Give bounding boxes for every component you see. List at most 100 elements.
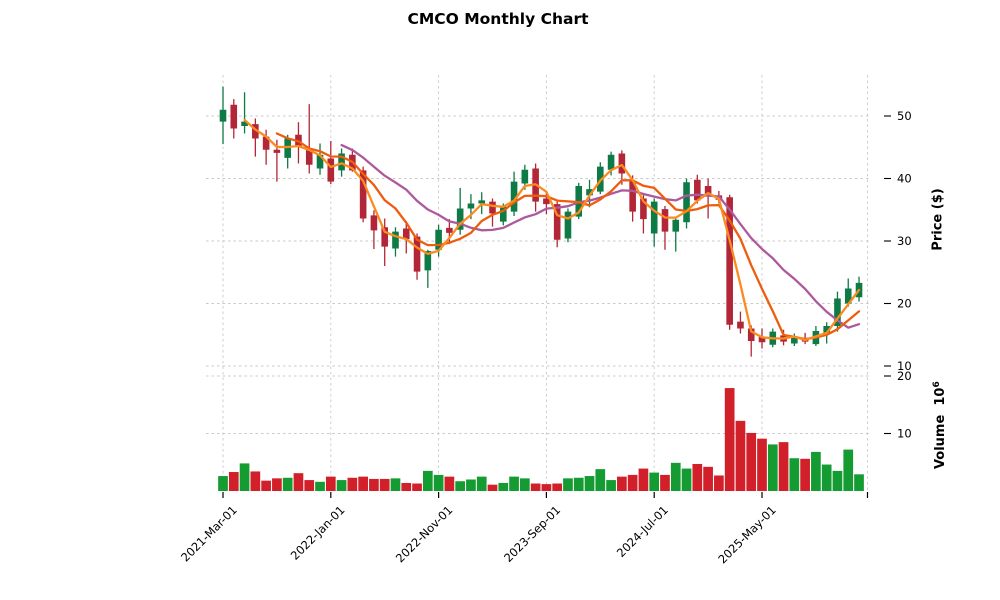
candle-body	[640, 198, 647, 220]
candle-body	[844, 288, 852, 304]
volume-bar	[800, 458, 810, 491]
candle-body	[650, 201, 658, 234]
volume-bar	[487, 484, 498, 491]
candle-body	[683, 182, 690, 223]
candles	[219, 86, 863, 357]
candle-body	[392, 231, 399, 249]
candle-body	[510, 181, 518, 212]
volume-bar	[843, 449, 854, 491]
volume-bar	[638, 468, 649, 491]
candle-body	[553, 204, 561, 240]
volume-bar	[767, 444, 778, 491]
ma-line-12	[340, 143, 861, 329]
candle-body	[791, 336, 798, 344]
price-tick-label: 10	[897, 359, 912, 373]
volume-scale-exponent: 6	[931, 381, 942, 388]
candle-body	[586, 189, 593, 196]
volume-bar	[390, 478, 401, 491]
candle-body	[370, 215, 378, 231]
candle-body	[316, 154, 324, 169]
date-tick-label: 2022-Jan-01	[288, 503, 348, 563]
volume-bar	[584, 476, 595, 491]
volume-bar	[681, 468, 692, 491]
volume-bar	[466, 479, 476, 491]
candle-body	[381, 227, 388, 247]
candle-body	[327, 158, 335, 182]
candle-body	[543, 198, 550, 205]
volume-bar	[315, 481, 325, 491]
volume-bar	[476, 476, 487, 491]
price-tick-label: 20	[897, 297, 912, 311]
volume-bar	[422, 470, 433, 491]
x-axis: 2021-Mar-01 2022-Jan-01 2022-Nov-01 2023-Se…	[178, 492, 869, 566]
volume-bar	[811, 451, 821, 491]
candle-body	[694, 179, 701, 201]
volume-bar	[617, 476, 627, 491]
volume-bar	[714, 475, 724, 491]
candle-body	[284, 138, 291, 158]
candle-body	[446, 227, 453, 233]
volume-bar	[379, 478, 390, 491]
candle-body	[359, 170, 367, 219]
volume-bar	[261, 480, 271, 491]
volume-bar	[778, 442, 789, 491]
candle-body	[607, 154, 615, 170]
volume-bar	[519, 478, 530, 491]
volume-bar	[541, 484, 552, 491]
volume-bar	[670, 462, 681, 491]
volume-bar	[455, 481, 466, 491]
volume-bar	[649, 472, 660, 491]
volume-bar	[573, 477, 584, 491]
candle-body	[305, 148, 313, 165]
volume-bar	[563, 478, 573, 491]
candle-body	[402, 228, 410, 240]
volume-bar	[444, 476, 455, 491]
candle-body	[629, 181, 636, 212]
volume-bar	[832, 470, 843, 491]
candle-body	[338, 153, 345, 171]
moving-average-lines	[243, 118, 861, 342]
volume-bar	[498, 482, 509, 491]
candle-body	[489, 201, 496, 214]
volume-bar	[347, 477, 358, 491]
candle-body	[435, 229, 442, 250]
candle-body	[672, 219, 680, 232]
gridlines	[206, 75, 869, 491]
price-axis-label: Price ($)	[930, 188, 946, 251]
date-tick-label: 2023-Sep-01	[501, 503, 563, 565]
price-tick-label: 50	[897, 109, 912, 123]
volume-bar	[735, 420, 746, 491]
candle-body	[726, 197, 733, 325]
candle-body	[823, 326, 830, 333]
candle-body	[661, 209, 669, 232]
volume-bar	[660, 474, 670, 491]
volume-tick-label: 10	[897, 427, 912, 441]
candle-body	[478, 200, 486, 204]
candle-body	[273, 149, 281, 153]
volume-bar	[325, 476, 336, 491]
volume-bar	[369, 478, 379, 491]
volume-bar	[401, 482, 412, 491]
volume-bar	[552, 483, 563, 491]
date-tick-label: 2024-Jul-01	[614, 503, 671, 560]
volume-bar	[336, 480, 347, 491]
ma-line-3	[243, 118, 861, 342]
volume-bar	[854, 474, 864, 491]
volume-bar	[606, 480, 616, 491]
volume-bar	[509, 476, 519, 491]
volume-tick-label: 20	[897, 369, 912, 383]
candle-body	[456, 208, 464, 230]
volume-bar	[530, 483, 541, 491]
volume-bar	[228, 472, 239, 491]
volume-bar	[789, 458, 800, 491]
date-tick-label: 2022-Nov-01	[393, 503, 455, 565]
candle-body	[219, 109, 227, 122]
candle-body	[618, 153, 626, 174]
candle-body	[413, 236, 421, 272]
date-tick-label: 2021-Mar-01	[178, 503, 240, 565]
candle-body	[241, 121, 248, 126]
volume-bar	[724, 388, 735, 491]
volume-bar	[627, 474, 638, 491]
